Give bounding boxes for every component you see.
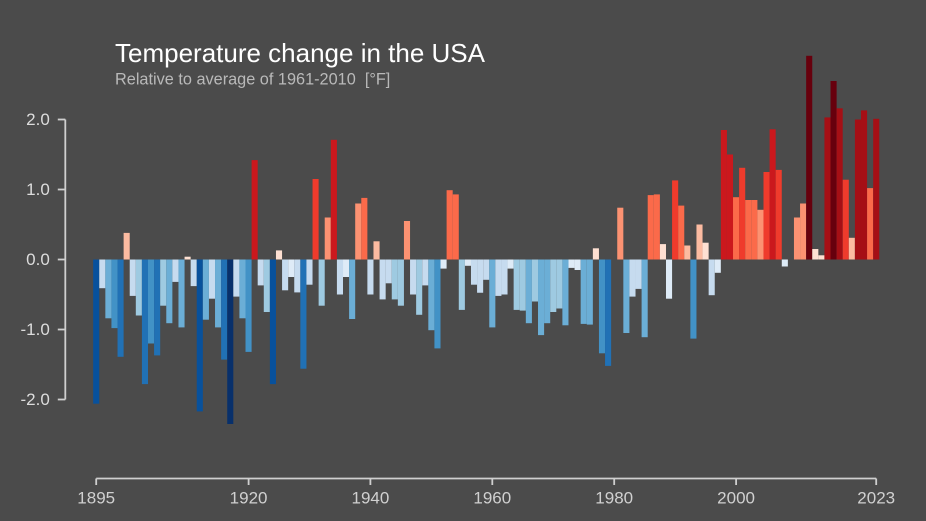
svg-text:1.0: 1.0 — [26, 180, 50, 199]
svg-text:2.0: 2.0 — [26, 110, 50, 129]
svg-text:1920: 1920 — [230, 489, 268, 508]
svg-text:2000: 2000 — [717, 489, 755, 508]
svg-text:Relative to average of 1961-20: Relative to average of 1961-2010 [°F] — [115, 71, 390, 89]
svg-text:2023: 2023 — [857, 489, 895, 508]
svg-text:0.0: 0.0 — [26, 250, 50, 269]
svg-text:-2.0: -2.0 — [21, 390, 50, 409]
svg-text:Temperature change in the USA: Temperature change in the USA — [115, 38, 486, 68]
svg-text:-1.0: -1.0 — [21, 320, 50, 339]
svg-text:1960: 1960 — [473, 489, 511, 508]
svg-text:1980: 1980 — [595, 489, 633, 508]
svg-text:1940: 1940 — [351, 489, 389, 508]
svg-text:1895: 1895 — [77, 489, 115, 508]
